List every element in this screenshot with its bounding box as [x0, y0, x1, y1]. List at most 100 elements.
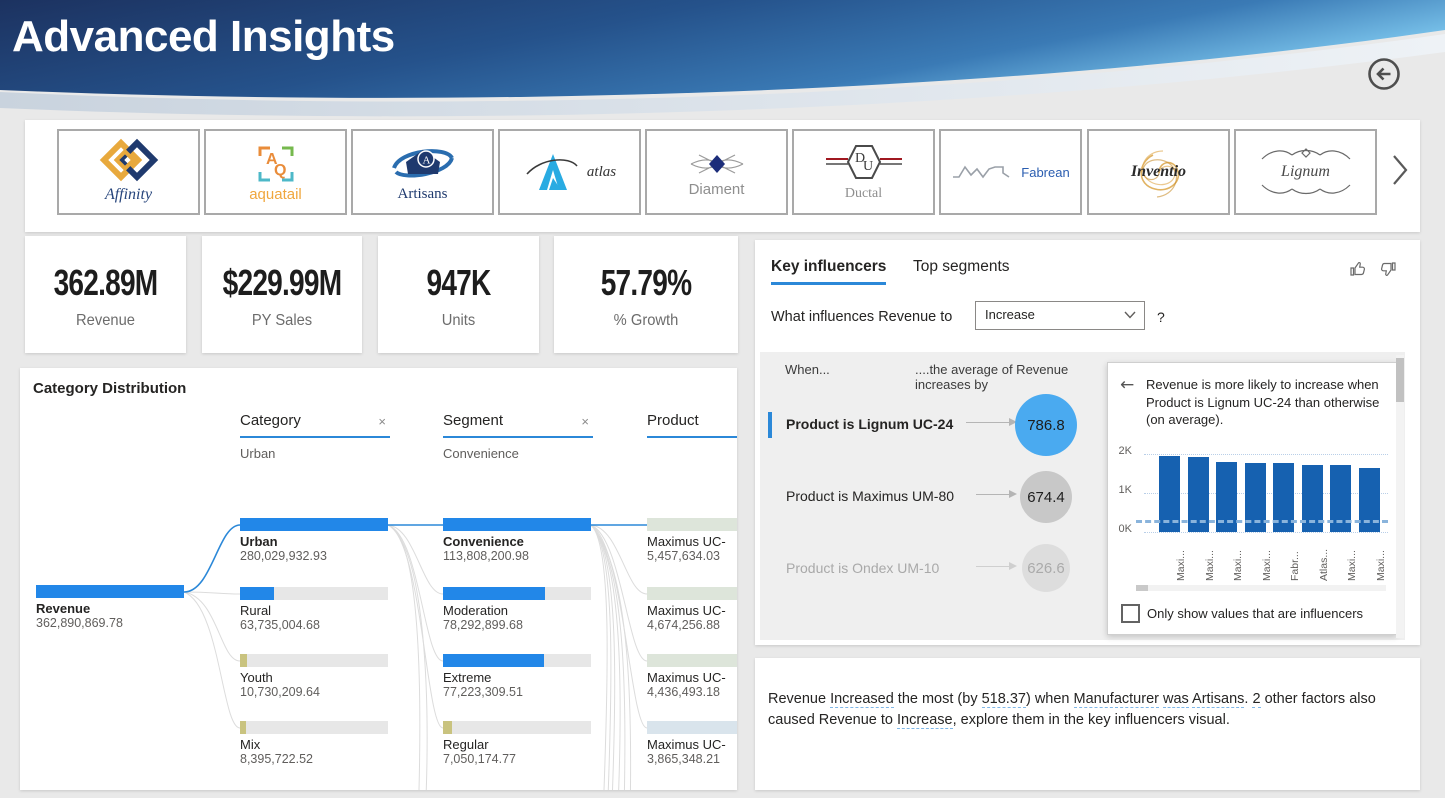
- chart-horizontal-scrollbar[interactable]: [1136, 585, 1386, 591]
- chart-bar[interactable]: [1358, 468, 1380, 532]
- tree-node-mix[interactable]: Mix 8,395,722.52: [240, 721, 388, 766]
- logo-card-atlas[interactable]: atlas: [498, 129, 641, 215]
- node-label: Revenue: [36, 601, 91, 616]
- logo-scroll-next-button[interactable]: [1388, 150, 1412, 190]
- x-axis-label: Maxi...: [1175, 550, 1187, 581]
- panel-vertical-scrollbar[interactable]: [1396, 355, 1404, 638]
- influencer-bubble[interactable]: 626.6: [1022, 544, 1070, 592]
- only-influencers-checkbox[interactable]: [1121, 604, 1140, 623]
- tree-node-rural[interactable]: Rural 63,735,004.68: [240, 587, 388, 632]
- ductal-logo-icon: D U: [825, 145, 902, 179]
- kpi-value: 362.89M: [53, 262, 159, 303]
- kpi-label: Units: [441, 312, 476, 329]
- chart-bar[interactable]: [1330, 465, 1351, 532]
- tree-node-moderation[interactable]: Moderation 78,292,899.68: [443, 587, 591, 632]
- arrow-icon: [976, 562, 1017, 570]
- influencer-row-3[interactable]: Product is Ondex UM-10 626.6: [760, 544, 1110, 616]
- tree-column-header-product[interactable]: Product: [647, 412, 737, 438]
- narrative-dynamic-value: 2: [1252, 690, 1261, 708]
- gridline: [1144, 454, 1388, 455]
- tab-key-influencers[interactable]: Key influencers: [771, 258, 887, 285]
- page-title: Advanced Insights: [12, 12, 395, 61]
- logo-card-inventio[interactable]: Inventio: [1087, 129, 1230, 215]
- chevron-right-icon: [1393, 155, 1408, 185]
- tree-node-extreme[interactable]: Extreme 77,223,309.51: [443, 654, 591, 699]
- influence-direction-dropdown[interactable]: Increase: [975, 301, 1145, 330]
- close-icon[interactable]: ×: [581, 414, 589, 429]
- affinity-logo-icon: [99, 138, 158, 182]
- tree-node-revenue[interactable]: Revenue 362,890,869.78: [36, 585, 184, 630]
- gridline: [1144, 493, 1388, 494]
- tree-column-header-segment[interactable]: Segment ×: [443, 412, 593, 438]
- svg-text:U: U: [863, 159, 873, 174]
- thumbs-down-icon[interactable]: [1379, 260, 1397, 278]
- tree-node-regular[interactable]: Regular 7,050,174.77: [443, 721, 591, 766]
- influencer-row-1[interactable]: Product is Lignum UC-24 786.8: [760, 394, 1110, 472]
- logo-card-lignum[interactable]: Lignum: [1234, 129, 1377, 215]
- tree-node-product-2[interactable]: Maximus UC- 4,674,256.88: [647, 587, 737, 632]
- tree-node-youth[interactable]: Youth 10,730,209.64: [240, 654, 388, 699]
- logo-card-fabrean[interactable]: Fabrean: [939, 129, 1082, 215]
- selected-accent-bar: [768, 412, 772, 438]
- node-value: 113,808,200.98: [443, 549, 529, 563]
- x-axis-label: Maxi...: [1374, 550, 1387, 581]
- narrative-segment: ) when: [1025, 690, 1074, 707]
- tree-node-convenience[interactable]: Convenience 113,808,200.98: [443, 518, 591, 563]
- scrollbar-thumb[interactable]: [1136, 585, 1148, 591]
- tree-column-selected-segment: Convenience: [443, 446, 519, 461]
- x-axis-label: Maxi...: [1346, 550, 1358, 581]
- tree-column-header-category[interactable]: Category ×: [240, 412, 390, 438]
- kpi-value: 947K: [426, 262, 491, 303]
- logo-card-diament[interactable]: Diament: [645, 129, 788, 215]
- influencer-label: Product is Maximus UM-80: [786, 488, 955, 504]
- question-mark-help[interactable]: ?: [1157, 309, 1165, 325]
- tree-node-urban[interactable]: Urban 280,029,932.93: [240, 518, 388, 563]
- chart-bar[interactable]: [1301, 465, 1323, 532]
- influencer-row-2[interactable]: Product is Maximus UM-80 674.4: [760, 471, 1110, 544]
- x-axis-label: Maxi...: [1203, 550, 1216, 581]
- chart-bar[interactable]: [1244, 463, 1266, 532]
- back-navigation-button[interactable]: [1367, 57, 1401, 91]
- narrative-dynamic-value: Increase: [896, 712, 953, 729]
- chart-bar[interactable]: [1273, 463, 1294, 532]
- dropdown-value: Increase: [985, 307, 1035, 322]
- chart-bar[interactable]: [1216, 462, 1237, 532]
- narrative-segment: the most (by: [893, 690, 982, 707]
- fabrean-logo-icon: [953, 165, 1010, 179]
- kpi-card-growth: 57.79% % Growth: [554, 236, 738, 353]
- back-arrow-icon: [1376, 67, 1391, 81]
- tab-top-segments[interactable]: Top segments: [913, 258, 1010, 275]
- kpi-value: 57.79%: [600, 262, 692, 303]
- thumbs-up-icon[interactable]: [1349, 260, 1367, 278]
- chart-bar[interactable]: [1159, 456, 1180, 532]
- header-wave: [0, 0, 1445, 98]
- logo-card-aquatail[interactable]: A Q aquatail: [204, 129, 347, 215]
- logo-card-ductal[interactable]: D U Ductal: [792, 129, 935, 215]
- lignum-flourish-top-icon: [1261, 148, 1350, 160]
- node-value: 7,050,174.77: [443, 752, 516, 766]
- detail-back-arrow[interactable]: ←: [1120, 375, 1135, 395]
- kpi-label: Revenue: [76, 312, 135, 329]
- aquatail-logo-icon: A Q: [258, 146, 293, 181]
- tree-node-product-4[interactable]: Maximus UC- 3,865,348.21: [647, 721, 737, 766]
- x-axis-label: Maxi...: [1232, 550, 1244, 581]
- node-label: Youth: [240, 670, 273, 685]
- influencer-bubble[interactable]: 674.4: [1020, 471, 1072, 523]
- influencer-label: Product is Ondex UM-10: [786, 560, 940, 576]
- logo-card-artisans[interactable]: A Artisans: [351, 129, 494, 215]
- x-axis-label: Maxi...: [1260, 550, 1273, 581]
- diament-logo-icon: [690, 153, 743, 174]
- scrollbar-thumb[interactable]: [1396, 358, 1404, 402]
- logo-card-affinity[interactable]: Affinity: [57, 129, 200, 215]
- tree-node-product-1[interactable]: Maximus UC- 5,457,634.03: [647, 518, 737, 563]
- close-icon[interactable]: ×: [378, 414, 386, 429]
- tree-node-product-3[interactable]: Maximus UC- 4,436,493.18: [647, 654, 737, 699]
- logo-wordmark: Inventio: [1130, 163, 1187, 180]
- node-value: 10,730,209.64: [240, 685, 320, 699]
- influencer-bubble[interactable]: 786.8: [1015, 394, 1077, 456]
- column-name: Product: [647, 412, 699, 429]
- chart-bar[interactable]: [1187, 457, 1209, 532]
- question-text: What influences Revenue to: [771, 309, 953, 325]
- header-wave-stripe: [0, 34, 1445, 117]
- narrative-dynamic-value: 518.37: [981, 690, 1026, 708]
